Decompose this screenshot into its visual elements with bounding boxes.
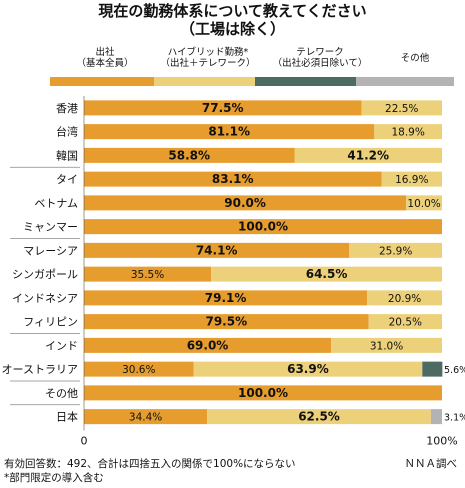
category-label-12: その他 [45,387,78,400]
data-label-6-0: 74.1% [196,243,238,257]
category-label-11: オーストラリア [2,363,78,376]
bar-0-series-1 [361,100,442,116]
bar-4-series-1 [406,195,442,211]
bar-1-series-0 [84,124,375,140]
bar-1-series-1 [374,124,442,140]
data-label-10-0: 69.0% [187,338,229,352]
data-label-13-3: 3.1% [444,413,465,424]
data-label-13-1: 62.5% [298,410,340,424]
data-label-7-0: 35.5% [131,269,164,281]
data-label-4-1: 10.0% [407,198,440,210]
legend-label-office: 出社 （基本全員） [76,47,134,69]
bar-8-series-1 [367,290,442,306]
legend-label-other: その他 [400,53,430,64]
bar-7-series-0 [84,266,212,282]
category-label-5: ミャンマー [23,221,78,234]
bar-3-series-0 [84,171,382,187]
data-label-6-1: 25.9% [379,245,412,257]
category-label-8: インドネシア [12,292,78,305]
bar-5-series-0 [84,219,442,235]
bar-13-series-0 [84,409,208,425]
bar-11-series-1 [193,361,423,377]
legend-swatch-telework [255,77,356,86]
data-label-0-1: 22.5% [385,103,418,115]
data-label-3-0: 83.1% [212,172,254,186]
data-label-10-1: 31.0% [370,340,403,352]
bar-13-series-3 [430,409,442,425]
data-label-12-0: 100.0% [238,386,288,400]
category-label-2: 韓国 [56,149,78,162]
bar-12-series-0 [84,385,442,401]
category-label-1: 台湾 [56,125,78,139]
data-label-3-1: 16.9% [395,174,428,186]
bar-7-series-1 [211,266,442,282]
bar-9-series-1 [368,314,442,330]
data-label-8-0: 79.1% [205,291,247,305]
category-label-9: フィリピン [23,316,78,329]
data-label-7-1: 64.5% [306,267,348,281]
bar-6-series-1 [349,242,442,258]
bar-13-series-1 [207,409,431,425]
chart-subtitle: （工場は除く） [179,20,285,38]
bar-11-series-0 [84,361,194,377]
data-label-5-0: 100.0% [238,220,288,234]
category-label-7: シンガポール [12,268,78,281]
x-tick-label-0: 0 [81,435,88,448]
category-label-0: 香港 [56,102,78,115]
category-label-4: ベトナム [34,197,78,210]
data-label-0-0: 77.5% [202,101,244,115]
bar-10-series-1 [331,337,442,353]
bar-11-series-2 [422,361,443,377]
data-label-2-1: 41.2% [347,148,389,162]
footnote-hybrid-note: *部門限定の導入含む [4,472,104,484]
legend-label-telework: テレワーク （出社必須日除いて） [272,47,368,69]
bar-2-series-0 [84,147,295,163]
footnote-respondents: 有効回答数：492、合計は四捨五入の関係で100%にならない [4,458,296,470]
category-label-6: マレーシア [23,244,78,257]
bar-2-series-1 [294,147,442,163]
data-label-13-0: 34.4% [129,412,162,424]
bar-0-series-0 [84,100,362,116]
data-label-9-0: 79.5% [205,315,247,329]
bar-4-series-0 [84,195,407,211]
bar-6-series-0 [84,242,350,258]
bar-10-series-0 [84,337,332,353]
data-label-4-0: 90.0% [224,196,266,210]
category-label-10: インド [45,339,78,352]
category-label-13: 日本 [56,410,78,424]
legend-swatch-office [50,77,154,86]
bar-3-series-1 [381,171,442,187]
data-label-1-1: 18.9% [391,127,424,139]
source-note: ＮＮＡ調べ [404,458,458,470]
x-tick-label-100: 100% [426,435,457,448]
legend-swatch-other [356,77,454,86]
legend-label-hybrid: ハイブリッド勤務* （出社＋テレワーク） [160,47,256,69]
data-label-9-1: 20.5% [389,317,422,329]
bar-8-series-0 [84,290,368,306]
chart-title: 現在の勤務体系について教えてください [98,2,367,20]
data-label-11-2: 5.6% [444,365,465,376]
bar-9-series-0 [84,314,369,330]
data-label-11-1: 63.9% [287,362,329,376]
data-label-1-0: 81.1% [208,125,250,139]
data-label-2-0: 58.8% [168,148,210,162]
legend-swatch-hybrid [154,77,255,86]
data-label-11-0: 30.6% [122,364,155,376]
data-label-8-1: 20.9% [388,293,421,305]
category-label-3: タイ [56,173,78,186]
